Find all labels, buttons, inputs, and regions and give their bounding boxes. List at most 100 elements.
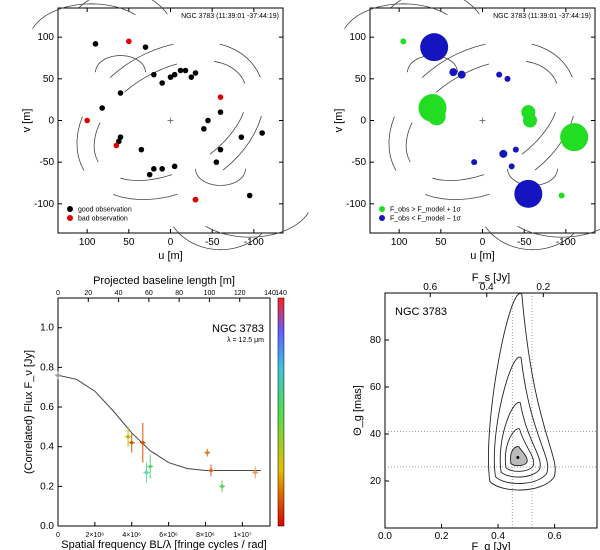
uv-track xyxy=(390,0,480,15)
origin-marker xyxy=(167,117,174,124)
contour-level xyxy=(499,402,541,478)
visibility-panel xyxy=(55,297,285,527)
y-tick-label: -50 xyxy=(40,157,55,168)
data-point xyxy=(167,74,174,80)
y-tick-label: 1.0 xyxy=(40,323,54,334)
y-tick-label: 0.2 xyxy=(40,481,54,492)
top-tick-label: 120 xyxy=(234,290,246,297)
y-tick-label: 80 xyxy=(370,335,382,346)
data-point xyxy=(246,192,253,199)
data-point xyxy=(177,67,184,74)
plot-frame xyxy=(57,297,271,527)
legend-marker xyxy=(67,206,73,212)
uv-track xyxy=(78,0,168,15)
data-point xyxy=(116,138,122,145)
y-tick-label: 0.6 xyxy=(40,402,54,413)
data-point xyxy=(99,105,105,111)
origin-marker xyxy=(479,117,486,124)
uv-track xyxy=(95,55,146,73)
uv-track xyxy=(93,60,246,182)
data-point xyxy=(205,450,210,455)
data-point xyxy=(217,94,224,100)
y-axis-label: v [m] xyxy=(21,109,33,133)
data-point xyxy=(205,117,211,124)
x-tick-label: 0.6 xyxy=(548,531,562,542)
x-tick-label: 0.2 xyxy=(435,531,449,542)
data-point xyxy=(259,130,265,136)
panel-header: NGC 3783 (11:39:01 -37:44:19) xyxy=(181,13,279,20)
data-point xyxy=(512,146,519,153)
colorbar-max: 140 xyxy=(275,290,287,297)
data-point xyxy=(220,484,224,489)
y-tick-label: 0.8 xyxy=(40,362,54,373)
top-tick-label: 40 xyxy=(115,290,123,297)
y-tick-label: 0.4 xyxy=(40,442,54,453)
uv-track xyxy=(388,43,574,200)
data-point xyxy=(159,166,165,172)
data-point xyxy=(113,142,120,149)
uv-track xyxy=(173,226,263,251)
data-point xyxy=(126,434,130,439)
y-tick-label: 20 xyxy=(370,476,382,487)
x-tick-label: 0.0 xyxy=(378,531,392,542)
data-point xyxy=(217,146,224,153)
wavelength-label: λ = 12.5 μm xyxy=(227,337,264,344)
x-tick-label: 50 xyxy=(123,237,135,248)
legend-entry: F_obs > F_model + 1σ xyxy=(390,207,462,214)
data-point xyxy=(171,71,178,78)
y-axis-label: (Correlated) Flux F_ν [Jy] xyxy=(23,350,35,474)
y-tick-label: -100 xyxy=(34,199,54,210)
x-axis-label: Spatial frequency BL/λ [fringe cycles / … xyxy=(61,539,266,550)
x-tick-label: 4×10⁶ xyxy=(122,532,141,539)
x-tick-label: -100 xyxy=(244,237,264,248)
x-axis-label: u [m] xyxy=(470,250,494,262)
contour-level xyxy=(493,356,549,484)
y-axis-label: v [m] xyxy=(333,109,345,133)
uv-track xyxy=(344,3,448,29)
x-axis-label: F_g [Jy] xyxy=(471,541,510,550)
uv-right-panel xyxy=(344,0,600,251)
data-point xyxy=(504,75,511,82)
top-tick-label: 100 xyxy=(204,290,216,297)
y-tick-label: -100 xyxy=(346,199,366,210)
top-tick-label: 0.4 xyxy=(480,282,494,293)
legend-marker xyxy=(379,215,385,221)
legend-marker xyxy=(67,215,73,221)
data-point xyxy=(192,196,199,203)
data-point xyxy=(209,468,213,473)
uv-track xyxy=(485,226,575,251)
data-point xyxy=(171,163,178,170)
data-point xyxy=(449,68,458,77)
x-tick-label: 0 xyxy=(56,532,60,539)
y-tick-label: 0 xyxy=(360,116,366,127)
top-tick-label: 80 xyxy=(175,290,183,297)
y-tick-label: 50 xyxy=(355,74,367,85)
model-curve xyxy=(57,374,261,471)
x-tick-label: -50 xyxy=(517,237,532,248)
x-axis-label: u [m] xyxy=(158,250,182,262)
data-point xyxy=(192,70,199,76)
y-tick-label: 0.0 xyxy=(40,521,54,532)
object-label: NGC 3783 xyxy=(212,323,264,335)
top-tick-label: 0.2 xyxy=(536,282,550,293)
legend-entry: good observation xyxy=(78,207,132,214)
x-tick-label: -100 xyxy=(556,237,576,248)
data-point xyxy=(146,171,153,178)
data-point xyxy=(523,113,537,128)
data-point xyxy=(420,33,449,62)
uv-track xyxy=(195,168,246,186)
y-tick-label: 100 xyxy=(37,32,54,43)
y-axis-label: Θ_g [mas] xyxy=(352,385,364,436)
data-point xyxy=(126,38,132,45)
data-point xyxy=(148,464,152,469)
data-point xyxy=(471,159,478,166)
legend-entry: bad observation xyxy=(78,216,128,223)
data-point xyxy=(159,80,165,86)
y-tick-label: 0 xyxy=(48,116,54,127)
legend-entry: F_obs < F_model − 1σ xyxy=(390,216,462,223)
top-tick-label: 0 xyxy=(56,290,60,297)
data-point xyxy=(84,117,90,124)
data-point xyxy=(238,134,245,140)
data-point xyxy=(138,146,145,153)
x-tick-label: 0 xyxy=(168,237,174,248)
